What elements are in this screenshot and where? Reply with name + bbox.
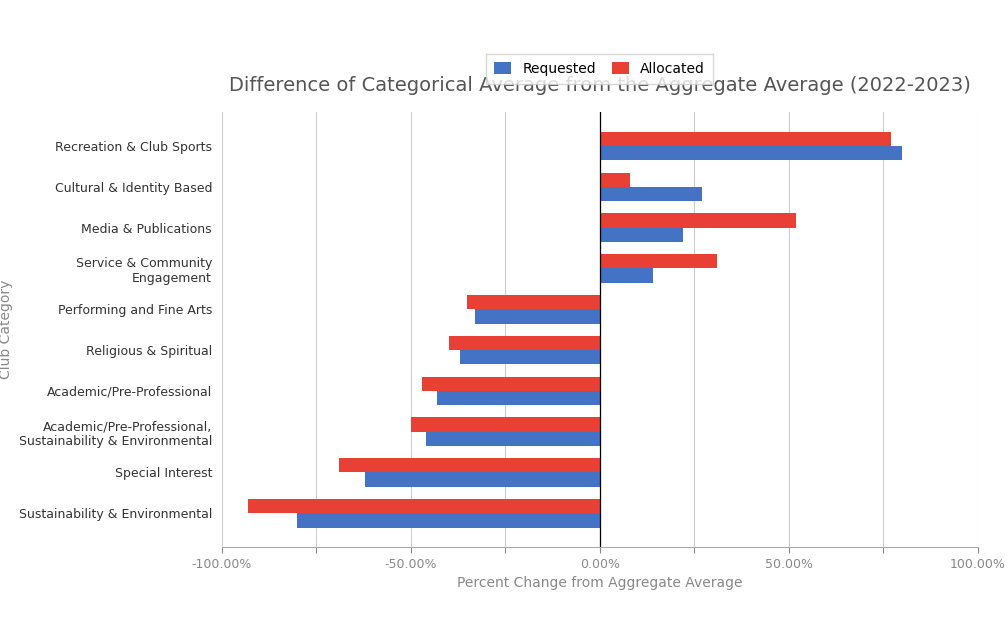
Bar: [365, 473, 600, 487]
Bar: [437, 391, 600, 405]
Bar: [600, 254, 717, 269]
Bar: [460, 350, 600, 364]
Bar: [475, 309, 600, 323]
Bar: [600, 132, 891, 146]
X-axis label: Percent Change from Aggregate Average: Percent Change from Aggregate Average: [457, 577, 743, 590]
Bar: [600, 228, 682, 242]
Bar: [297, 513, 600, 527]
Bar: [339, 458, 600, 473]
Bar: [411, 417, 600, 432]
Y-axis label: Club Category: Club Category: [0, 280, 13, 379]
Bar: [600, 146, 902, 160]
Bar: [600, 187, 702, 201]
Bar: [449, 336, 600, 350]
Bar: [600, 213, 796, 228]
Bar: [600, 269, 653, 283]
Bar: [425, 432, 600, 446]
Legend: Requested, Allocated: Requested, Allocated: [486, 53, 714, 84]
Bar: [600, 172, 630, 187]
Text: Difference of Categorical Average from the Aggregate Average (2022-2023): Difference of Categorical Average from t…: [229, 76, 971, 95]
Bar: [422, 376, 600, 391]
Bar: [248, 499, 600, 513]
Bar: [468, 295, 600, 309]
